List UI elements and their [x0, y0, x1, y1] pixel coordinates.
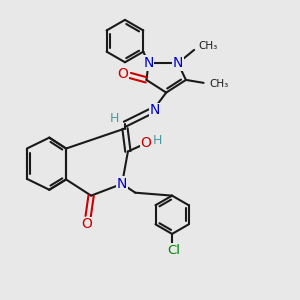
Text: Cl: Cl — [167, 244, 180, 256]
Text: O: O — [81, 218, 92, 232]
Text: N: N — [149, 103, 160, 117]
Text: N: N — [173, 56, 183, 70]
Text: H: H — [110, 112, 119, 125]
Text: CH₃: CH₃ — [199, 41, 218, 51]
Text: N: N — [143, 56, 154, 70]
Text: O: O — [141, 136, 152, 150]
Text: CH₃: CH₃ — [209, 79, 228, 89]
Text: H: H — [153, 134, 162, 147]
Text: N: N — [117, 177, 127, 191]
Text: O: O — [118, 67, 128, 81]
